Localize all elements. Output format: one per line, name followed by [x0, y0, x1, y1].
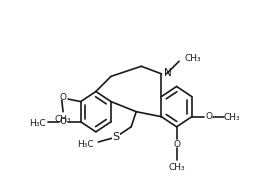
Text: CH₃: CH₃ [168, 163, 185, 172]
Text: O: O [60, 117, 67, 126]
Text: N: N [164, 68, 172, 78]
Text: S: S [113, 132, 120, 142]
Text: O: O [173, 140, 180, 149]
Text: O: O [60, 93, 67, 102]
Text: CH₃: CH₃ [184, 54, 201, 63]
Text: CH₃: CH₃ [224, 113, 240, 122]
Text: CH₃: CH₃ [55, 115, 71, 124]
Text: H₃C: H₃C [29, 119, 46, 128]
Text: O: O [206, 112, 213, 121]
Text: H₃C: H₃C [78, 140, 94, 149]
